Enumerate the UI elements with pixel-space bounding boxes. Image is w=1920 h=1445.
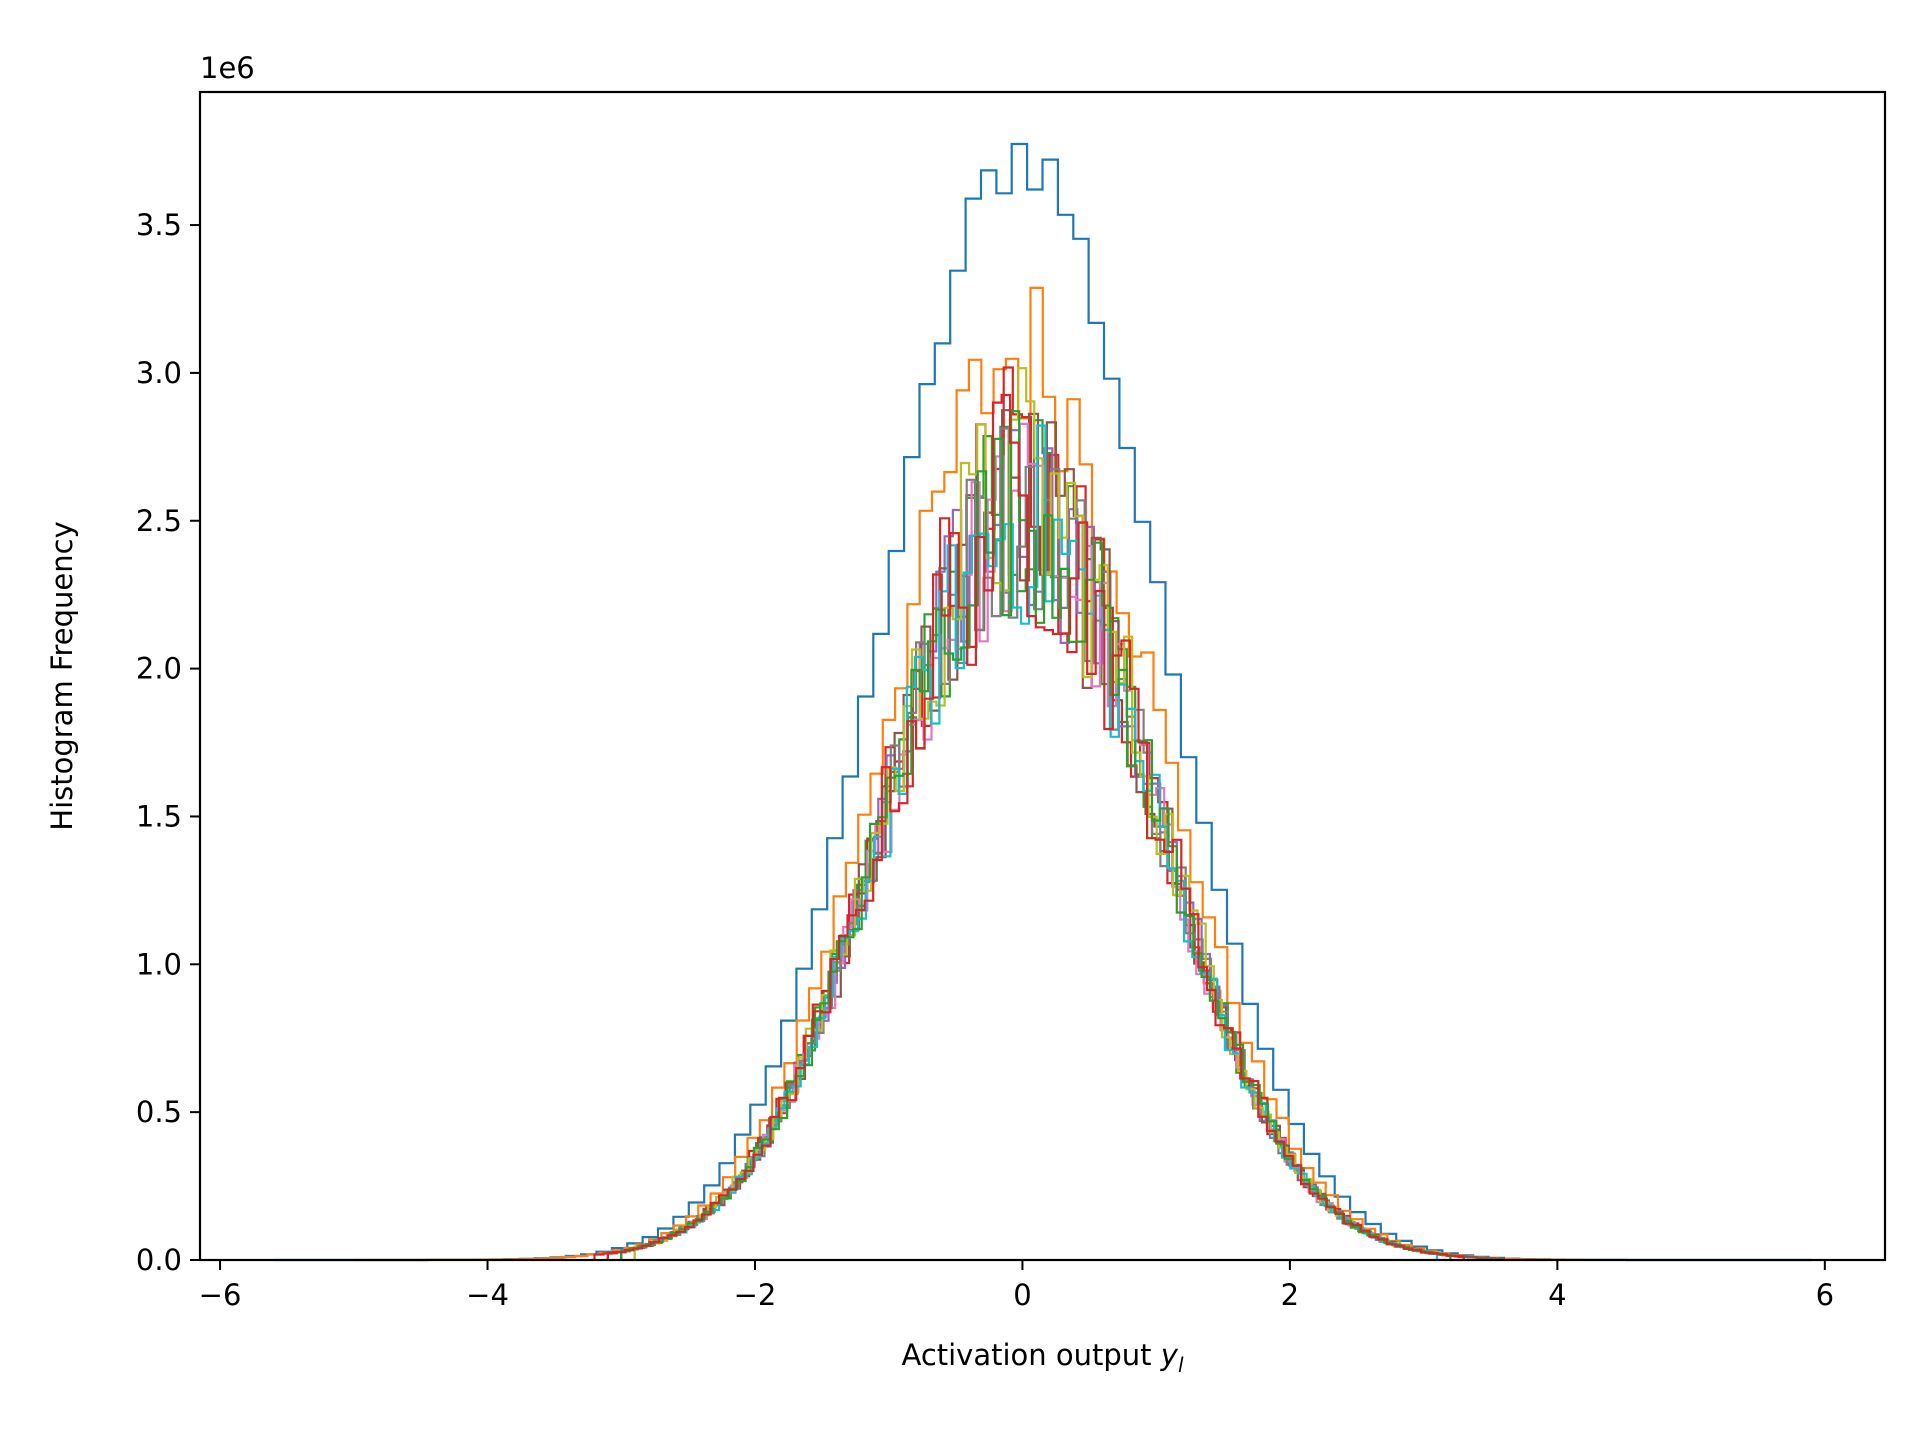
series-layer	[273, 142, 1812, 1262]
plot-frame	[198, 90, 1887, 1262]
y-axis-label: Histogram Frequency	[45, 521, 79, 830]
x-tick-label: 2	[1281, 1278, 1299, 1312]
y-tick-label: 0.0	[136, 1243, 182, 1277]
x-axis-ticks: −6 −4 −2 0 2 4 6	[199, 1260, 1834, 1312]
x-axis-label-variable: y	[1160, 1338, 1179, 1372]
y-offset-label: 1e6	[200, 51, 255, 85]
histogram-series-2	[353, 286, 1586, 1262]
x-tick-label: −4	[466, 1278, 509, 1312]
y-tick-label: 3.0	[136, 356, 182, 390]
x-tick-label: −2	[734, 1278, 777, 1312]
y-tick-label: 2.5	[136, 504, 182, 538]
y-tick-label: 1.0	[136, 947, 182, 981]
histogram-series-12	[606, 393, 1465, 1261]
y-axis-ticks: 0.0 0.5 1.0 1.5 2.0 2.5 3.0 3.5	[136, 208, 200, 1277]
x-tick-label: 6	[1816, 1278, 1834, 1312]
x-tick-label: 0	[1013, 1278, 1031, 1312]
y-tick-label: 0.5	[136, 1095, 182, 1129]
x-axis-label: Activation output yl	[901, 1338, 1183, 1377]
x-axis-label-text: Activation output	[901, 1338, 1160, 1372]
histogram-series-6	[606, 409, 1505, 1260]
y-tick-label: 1.5	[136, 799, 182, 833]
y-tick-label: 3.5	[136, 208, 182, 242]
histogram-series-4	[593, 366, 1505, 1260]
y-tick-label: 2.0	[136, 652, 182, 686]
histogram-series-10	[620, 424, 1439, 1260]
histogram-series-11	[620, 410, 1452, 1260]
histogram-series-9	[633, 367, 1452, 1260]
x-axis-label-subscript: l	[1178, 1353, 1184, 1377]
x-tick-label: 4	[1548, 1278, 1566, 1312]
x-tick-label: −6	[199, 1278, 242, 1312]
